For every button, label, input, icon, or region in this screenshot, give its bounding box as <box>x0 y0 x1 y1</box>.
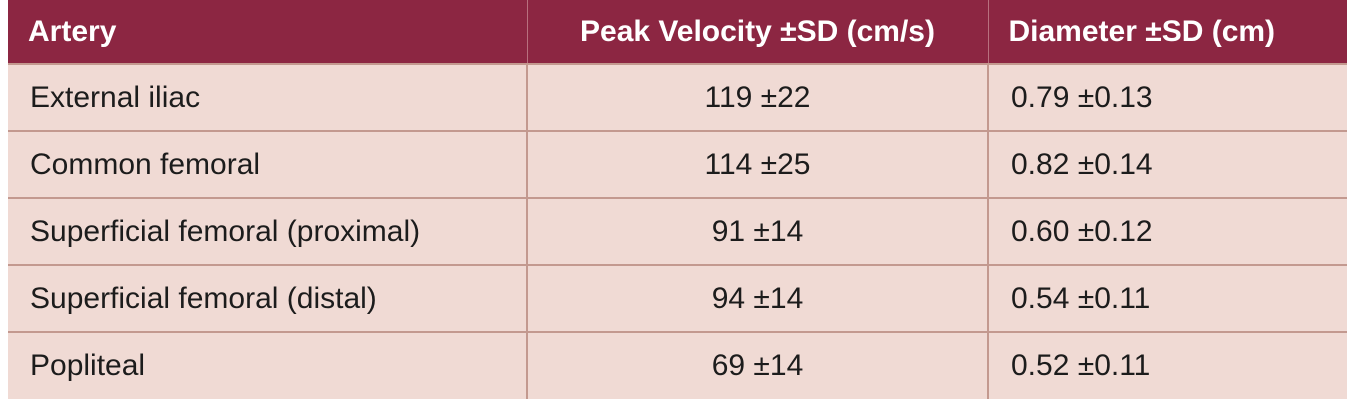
velocity-cell: 94 ±14 <box>527 264 989 332</box>
artery-cell: Superficial femoral (proximal) <box>8 197 528 265</box>
diameter-cell: 0.82 ±0.14 <box>988 130 1347 198</box>
artery-cell: Superficial femoral (distal) <box>8 264 528 332</box>
header-peak-velocity: Peak Velocity ±SD (cm/s) <box>527 0 989 64</box>
table-header: Artery Peak Velocity ±SD (cm/s) Diameter… <box>8 0 1347 64</box>
artery-cell: External iliac <box>8 63 528 131</box>
diameter-cell: 0.54 ±0.11 <box>988 264 1347 332</box>
table-body: External iliac 119 ±22 0.79 ±0.13 Common… <box>8 63 1347 399</box>
diameter-cell: 0.79 ±0.13 <box>988 63 1347 131</box>
table-row: Popliteal 69 ±14 0.52 ±0.11 <box>8 331 1347 399</box>
diameter-cell: 0.52 ±0.11 <box>988 331 1347 399</box>
table-row: Superficial femoral (distal) 94 ±14 0.54… <box>8 264 1347 332</box>
header-row: Artery Peak Velocity ±SD (cm/s) Diameter… <box>8 0 1347 64</box>
velocity-cell: 91 ±14 <box>527 197 989 265</box>
header-artery: Artery <box>8 0 528 64</box>
velocity-cell: 119 ±22 <box>527 63 989 131</box>
artery-table: Artery Peak Velocity ±SD (cm/s) Diameter… <box>8 0 1347 399</box>
table-row: Superficial femoral (proximal) 91 ±14 0.… <box>8 197 1347 265</box>
velocity-cell: 114 ±25 <box>527 130 989 198</box>
table-row: External iliac 119 ±22 0.79 ±0.13 <box>8 63 1347 131</box>
artery-cell: Common femoral <box>8 130 528 198</box>
table-row: Common femoral 114 ±25 0.82 ±0.14 <box>8 130 1347 198</box>
header-diameter: Diameter ±SD (cm) <box>1008 14 1276 48</box>
velocity-cell: 69 ±14 <box>527 331 989 399</box>
artery-cell: Popliteal <box>8 331 528 399</box>
artery-table-container: Artery Peak Velocity ±SD (cm/s) Diameter… <box>8 0 1347 402</box>
diameter-cell: 0.60 ±0.12 <box>988 197 1347 265</box>
